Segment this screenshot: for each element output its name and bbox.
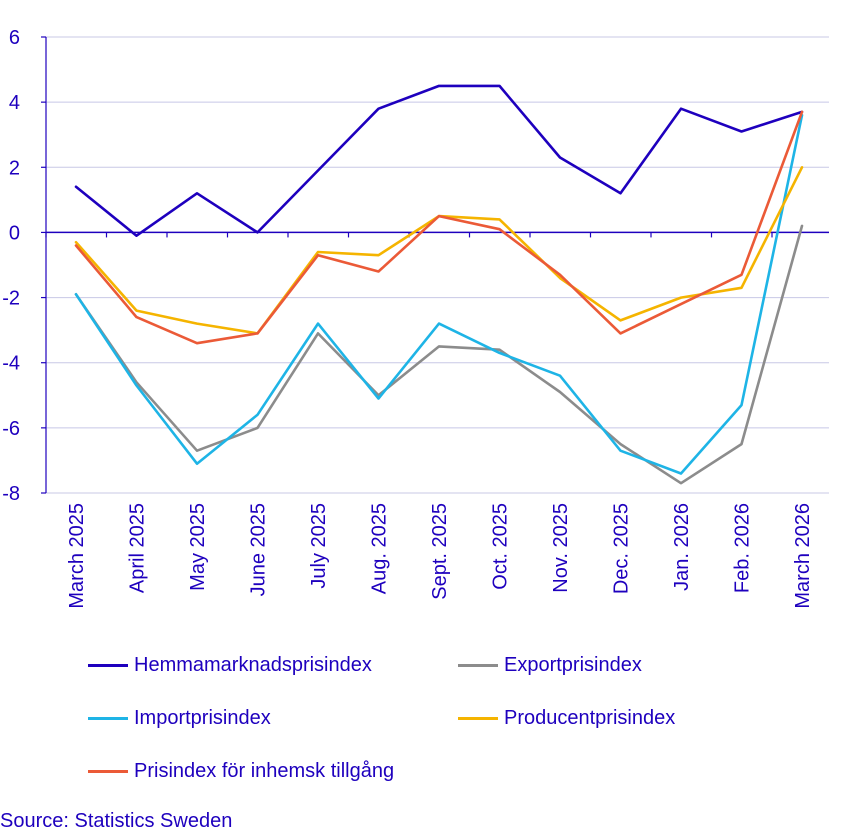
x-tick-label: May 2025 <box>187 503 209 591</box>
x-axis: March 2025 April 2025 May 2025 June 2025 Jul… <box>45 231 829 609</box>
legend-swatch-prisindex-inhemsk-tillgang <box>88 770 128 773</box>
legend-label: Prisindex för inhemsk tillgång <box>134 760 395 782</box>
series-line-hemmamarknadsprisindex <box>74 84 804 237</box>
series-line-producentprisindex <box>74 166 804 335</box>
x-tick-label: Oct. 2025 <box>490 503 512 590</box>
legend-swatch-hemmamarknadsprisindex <box>88 664 128 667</box>
x-tick-label: March 2026 <box>792 503 814 609</box>
legend-label: Exportprisindex <box>504 654 642 676</box>
legend-label: Hemmamarknadsprisindex <box>134 654 372 676</box>
legend-swatch-importprisindex <box>88 717 128 720</box>
legend-swatch-exportprisindex <box>458 664 498 667</box>
legend-item-exportprisindex: Exportprisindex <box>458 654 642 677</box>
y-tick-label: 2 <box>9 157 20 179</box>
y-tick-label: 0 <box>9 222 20 244</box>
y-tick-label: 4 <box>9 92 20 114</box>
series-line-exportprisindex <box>74 224 804 485</box>
source-note: Source: Statistics Sweden <box>0 810 233 832</box>
x-tick-label: Feb. 2026 <box>732 503 754 593</box>
y-tick-label: -4 <box>2 353 20 375</box>
y-tick-label: 6 <box>9 27 20 49</box>
x-tick-label: Nov. 2025 <box>550 503 572 593</box>
x-tick-label: Aug. 2025 <box>369 503 391 594</box>
legend-label: Importprisindex <box>134 707 271 729</box>
legend-item-hemmamarknadsprisindex: Hemmamarknadsprisindex <box>88 654 372 677</box>
legend-item-prisindex-inhemsk-tillgang: Prisindex för inhemsk tillgång <box>88 760 394 783</box>
y-tick-label: -6 <box>2 418 20 440</box>
series-line-prisindex-f-r-inhemsk-tillg-ng <box>74 110 804 345</box>
x-tick-label: Jan. 2026 <box>671 503 693 591</box>
legend-label: Producentprisindex <box>504 707 676 729</box>
legend-swatch-producentprisindex <box>458 717 498 720</box>
x-tick-label: Dec. 2025 <box>611 503 633 594</box>
legend: Hemmamarknadsprisindex Exportprisindex I… <box>0 640 851 800</box>
x-tick-label: Sept. 2025 <box>429 503 451 600</box>
y-axis: 6 4 2 0 -2 -4 -6 -8 <box>2 27 47 505</box>
legend-item-producentprisindex: Producentprisindex <box>458 707 675 730</box>
x-tick-label: March 2025 <box>66 503 88 609</box>
y-tick-label: -8 <box>2 483 20 505</box>
x-tick-label: April 2025 <box>127 503 149 593</box>
series-line-importprisindex <box>74 113 804 475</box>
series-lines <box>74 84 804 485</box>
gridlines <box>46 36 829 494</box>
legend-item-importprisindex: Importprisindex <box>88 707 271 730</box>
line-chart: 6 4 2 0 -2 -4 -6 -8 March 2025 April 2025 May 202… <box>2 27 829 609</box>
y-tick-label: -2 <box>2 288 20 310</box>
x-tick-label: July 2025 <box>308 503 330 589</box>
x-tick-label: June 2025 <box>248 503 270 596</box>
